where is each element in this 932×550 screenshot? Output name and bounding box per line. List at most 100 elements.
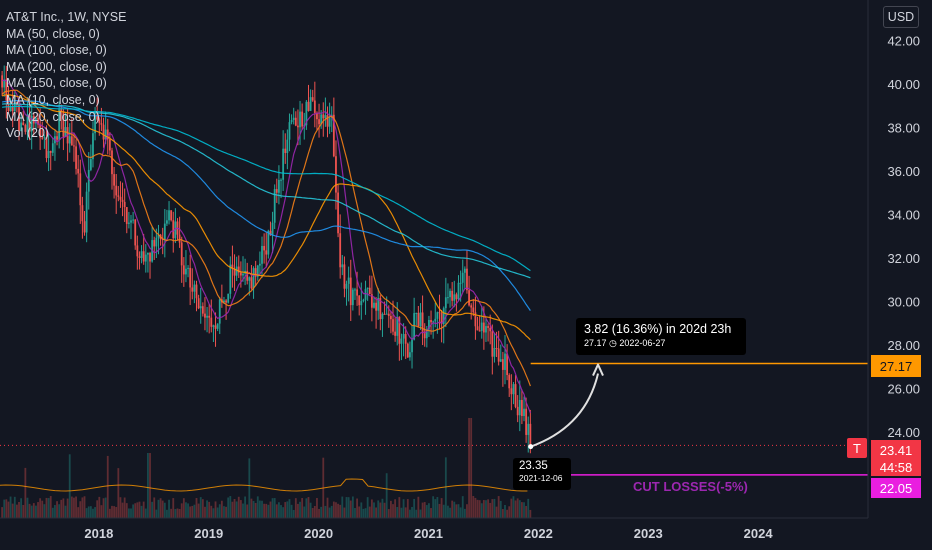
volume-bar [193, 504, 196, 518]
candle-body [47, 151, 50, 159]
candle-body [178, 234, 181, 243]
candle-body [476, 326, 479, 331]
candle-body [11, 106, 14, 112]
volume-bar [297, 503, 299, 518]
volume-bar [191, 505, 194, 518]
t-badge[interactable]: T [847, 438, 867, 458]
volume-bar [66, 498, 69, 518]
volume-bar [20, 498, 23, 518]
legend-ma-150[interactable]: MA (150, close, 0) [6, 76, 107, 91]
target-price-tag: 27.17 [871, 355, 921, 377]
ma-line-150 [2, 103, 531, 279]
volume-bar [385, 473, 388, 518]
candle-body [206, 315, 208, 318]
candle-body [157, 234, 160, 238]
point-price: 23.35 [519, 460, 548, 472]
currency-button[interactable]: USD [883, 6, 919, 28]
legend-ma-100[interactable]: MA (100, close, 0) [6, 43, 107, 58]
candle-body [392, 319, 394, 332]
candle-body [147, 252, 149, 255]
legend-ma-50[interactable]: MA (50, close, 0) [6, 26, 100, 41]
volume-bar [132, 504, 135, 518]
volume-bar [411, 506, 413, 518]
volume-bar [265, 503, 268, 518]
volume-bar [182, 498, 185, 518]
candle-body [432, 321, 435, 323]
candle-body [140, 251, 143, 258]
volume-bar [185, 502, 187, 518]
volume-bar [282, 507, 285, 518]
candle-body [218, 299, 221, 324]
volume-bar [7, 501, 10, 518]
legend-ma-10[interactable]: MA (10, close, 0) [6, 92, 100, 107]
volume-bar [482, 500, 485, 518]
candle-body [214, 325, 217, 329]
y-tick-label: 42.00 [887, 34, 920, 49]
volume-bar [396, 506, 399, 518]
volume-bar [326, 497, 329, 518]
legend-symbol[interactable]: AT&T Inc., 1W, NYSE [6, 10, 127, 24]
volume-bar [37, 502, 39, 518]
candle-body [447, 297, 449, 299]
candle-body [113, 174, 115, 186]
candle-body [318, 119, 320, 125]
moving-averages [1, 79, 531, 414]
candle-body [123, 201, 126, 208]
volume-bar [204, 506, 206, 518]
volume-bar [273, 498, 276, 518]
candle-body [316, 112, 318, 120]
legend-ma-20[interactable]: MA (20, close, 0) [6, 109, 100, 124]
candle-body [89, 159, 92, 170]
candle-body [309, 97, 312, 111]
volume-bar [258, 500, 261, 518]
volume-bar [413, 498, 416, 518]
candle-body [354, 289, 356, 291]
volume-bar [461, 496, 464, 518]
volume-bar [229, 496, 232, 518]
candle-body [275, 189, 278, 193]
candle-body [155, 237, 158, 247]
candle-body [39, 124, 42, 138]
volume-bar [436, 497, 439, 518]
candle-body [119, 196, 122, 200]
volume-bar [332, 501, 335, 518]
candle-body [347, 277, 350, 284]
legend-ma-200[interactable]: MA (200, close, 0) [6, 59, 107, 74]
candle-body [58, 109, 61, 140]
candle-body [485, 326, 487, 333]
volume-bar [111, 505, 113, 518]
ma-line-200 [2, 105, 531, 272]
candle-body [516, 406, 519, 416]
candle-body [294, 117, 297, 126]
volume-bar [62, 498, 65, 518]
volume-bar [98, 496, 101, 518]
volume-bar [189, 506, 192, 518]
volume-bar [60, 499, 63, 518]
volume-bar [444, 457, 447, 518]
volume-bar [201, 499, 204, 518]
volume-bar [425, 505, 428, 518]
volume-bar [30, 505, 33, 518]
candle-body [41, 137, 44, 139]
candle-body [242, 273, 244, 276]
volume-bar [92, 508, 94, 518]
volume-bar [271, 498, 274, 518]
candle-body [453, 294, 456, 301]
volume-bar [24, 467, 27, 518]
volume-bar [294, 498, 297, 518]
volume-bar [358, 506, 361, 518]
candle-body [223, 300, 225, 303]
candle-body [172, 220, 175, 239]
projection-curve [530, 373, 599, 448]
candle-body [349, 277, 352, 306]
volume-bar [275, 504, 278, 518]
volume-bar [187, 503, 189, 518]
volume-bar [94, 507, 96, 518]
candle-body [444, 297, 447, 309]
legend-volume[interactable]: Vol (20) [6, 126, 50, 141]
candle-body [79, 173, 82, 206]
volume-bar [231, 501, 234, 518]
volume-bar [328, 507, 331, 518]
x-tick-label: 2023 [634, 526, 663, 541]
